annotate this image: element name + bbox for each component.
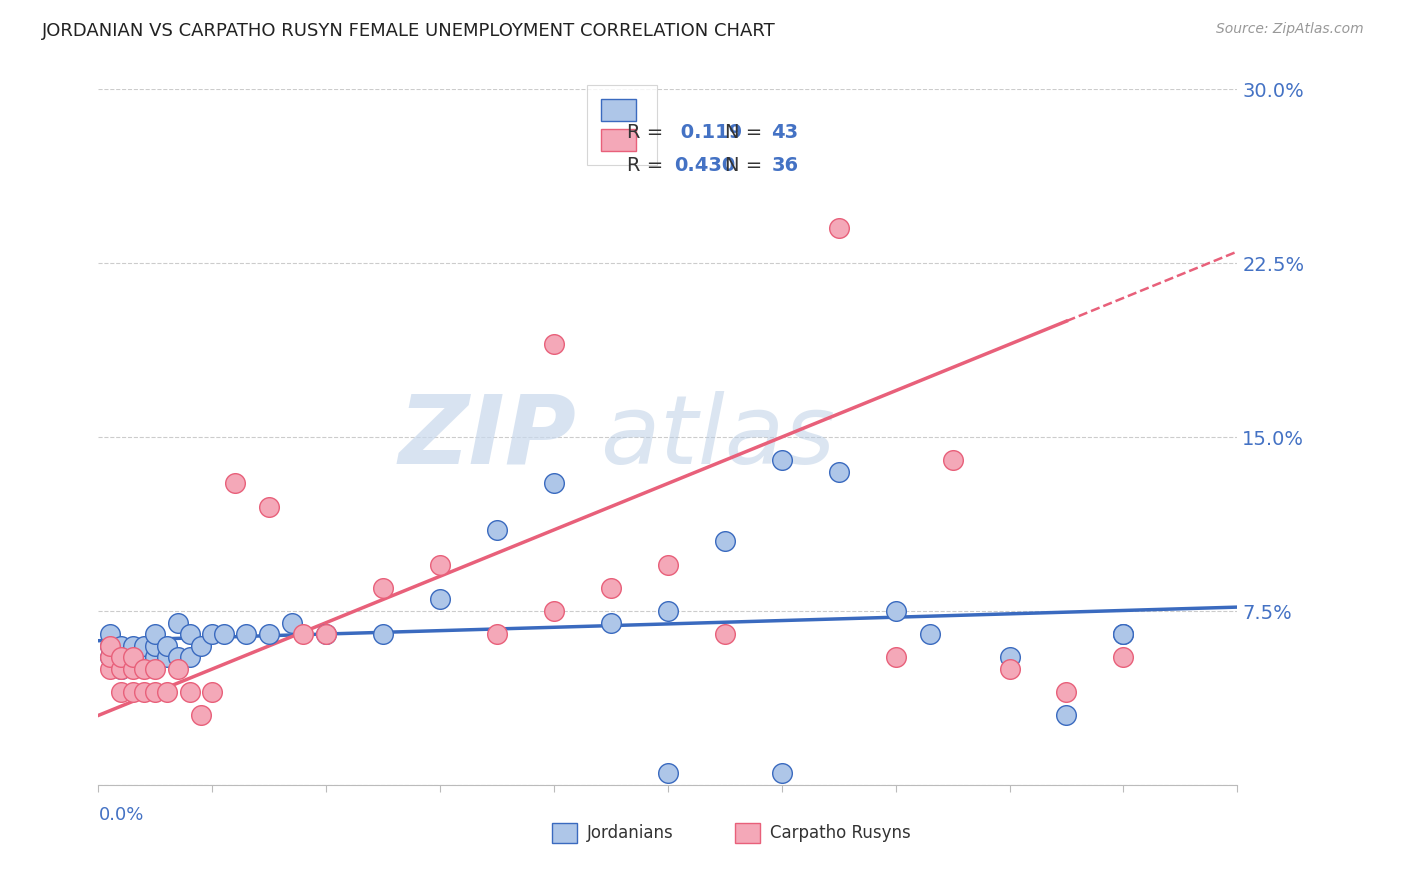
Point: [259, 500, 281, 514]
Point: [145, 662, 167, 676]
Point: [121, 650, 143, 665]
Point: [132, 685, 155, 699]
Point: [145, 627, 167, 641]
Point: [98, 639, 121, 653]
Point: [828, 465, 851, 479]
Point: [657, 558, 679, 572]
Point: [714, 534, 737, 549]
Point: [132, 662, 155, 676]
Point: [315, 627, 337, 641]
Point: [942, 453, 965, 467]
Point: [145, 685, 167, 699]
Text: JORDANIAN VS CARPATHO RUSYN FEMALE UNEMPLOYMENT CORRELATION CHART: JORDANIAN VS CARPATHO RUSYN FEMALE UNEMP…: [42, 22, 776, 40]
Point: [156, 639, 179, 653]
Point: [190, 708, 212, 723]
Point: [1056, 708, 1078, 723]
Point: [132, 639, 155, 653]
Point: [110, 685, 132, 699]
Point: [770, 766, 793, 780]
Point: [145, 650, 167, 665]
Text: 43: 43: [772, 122, 799, 142]
Text: N =: N =: [725, 155, 768, 175]
Point: [167, 662, 190, 676]
Point: [110, 650, 132, 665]
Text: Carpatho Rusyns: Carpatho Rusyns: [770, 824, 911, 842]
Point: [259, 627, 281, 641]
Point: [98, 639, 121, 653]
Point: [657, 604, 679, 618]
Point: [770, 453, 793, 467]
Point: [190, 639, 212, 653]
Point: [1112, 650, 1135, 665]
Text: atlas: atlas: [599, 391, 835, 483]
Point: [884, 650, 907, 665]
Text: ZIP: ZIP: [399, 391, 576, 483]
Point: [121, 650, 143, 665]
Point: [884, 604, 907, 618]
Point: [167, 650, 190, 665]
Y-axis label: Female Unemployment: Female Unemployment: [0, 341, 8, 533]
Point: [714, 627, 737, 641]
Point: [918, 627, 941, 641]
Point: [98, 627, 121, 641]
Text: R =: R =: [627, 122, 671, 142]
Point: [543, 604, 565, 618]
Point: [292, 627, 315, 641]
Text: 36: 36: [772, 155, 799, 175]
Legend: , : ,: [588, 85, 657, 165]
Point: [543, 337, 565, 351]
Point: [429, 558, 451, 572]
Point: [121, 639, 143, 653]
Point: [281, 615, 304, 630]
Point: [373, 581, 395, 595]
Text: N =: N =: [725, 122, 768, 142]
Point: [121, 685, 143, 699]
Point: [156, 650, 179, 665]
Point: [132, 650, 155, 665]
Point: [121, 662, 143, 676]
Point: [998, 662, 1021, 676]
Point: [486, 627, 509, 641]
Point: [429, 592, 451, 607]
Point: [98, 650, 121, 665]
Point: [156, 685, 179, 699]
Point: [600, 615, 623, 630]
Point: [315, 627, 337, 641]
Text: 0.119: 0.119: [675, 122, 742, 142]
Point: [98, 662, 121, 676]
Point: [179, 650, 201, 665]
Point: [212, 627, 235, 641]
Point: [235, 627, 257, 641]
Point: [224, 476, 246, 491]
Point: [110, 662, 132, 676]
Point: [179, 685, 201, 699]
Text: Source: ZipAtlas.com: Source: ZipAtlas.com: [1216, 22, 1364, 37]
Text: R =: R =: [627, 155, 671, 175]
Point: [1112, 627, 1135, 641]
Point: [98, 650, 121, 665]
Text: Jordanians: Jordanians: [588, 824, 673, 842]
Point: [167, 615, 190, 630]
Point: [998, 650, 1021, 665]
Point: [201, 685, 224, 699]
Point: [179, 627, 201, 641]
Text: 0.0%: 0.0%: [98, 805, 143, 824]
Point: [543, 476, 565, 491]
Point: [110, 639, 132, 653]
Point: [1056, 685, 1078, 699]
Point: [201, 627, 224, 641]
Point: [600, 581, 623, 595]
Point: [828, 221, 851, 235]
Point: [657, 766, 679, 780]
Point: [145, 639, 167, 653]
Text: 0.430: 0.430: [675, 155, 735, 175]
Point: [373, 627, 395, 641]
Point: [486, 523, 509, 537]
Point: [110, 662, 132, 676]
Point: [110, 650, 132, 665]
Point: [1112, 627, 1135, 641]
